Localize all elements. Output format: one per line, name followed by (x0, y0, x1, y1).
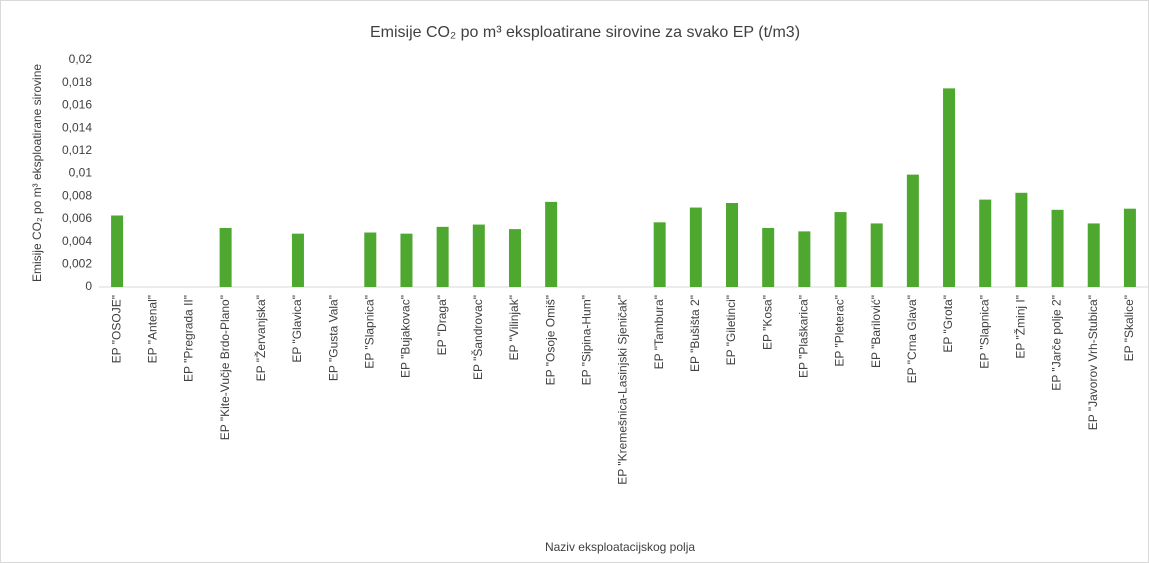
bar (726, 203, 739, 287)
x-tick-label: EP "Grota" (941, 295, 955, 353)
bar (111, 215, 124, 287)
bar (798, 231, 811, 287)
bar (870, 223, 883, 287)
x-tick-label: EP "Kremešnica-Lasinjski Sjeničak" (616, 295, 630, 485)
x-tick-label: EP "Pleterac" (833, 295, 847, 367)
x-tick-label: EP "Slapnica" (362, 295, 376, 369)
x-tick-label: EP "Žervanjska" (253, 295, 268, 381)
y-axis-label: Emisije CO₂ po m³ eksploatirane sirovine (30, 64, 44, 282)
x-tick-label: EP "OSOJE" (109, 295, 123, 363)
x-tick-label: EP "Pregrada II" (182, 295, 196, 382)
x-tick-label: EP "Plaškarica" (797, 295, 811, 378)
x-tick-label: EP "Tambura" (652, 295, 666, 369)
y-tick-label: 0,02 (69, 52, 93, 66)
bar (1087, 223, 1100, 287)
y-tick-label: 0,018 (62, 75, 92, 89)
x-tick-label: EP "Giletinci" (724, 295, 738, 365)
y-tick-label: 0,006 (62, 211, 92, 225)
bar (1015, 192, 1028, 287)
bar (653, 222, 666, 287)
bar (219, 227, 232, 287)
bar (436, 226, 449, 287)
x-tick-label: EP "Slapnica" (977, 295, 991, 369)
bar (1123, 208, 1136, 287)
x-tick-label: EP "Žminj I" (1013, 295, 1028, 359)
x-tick-label: EP "Kite-Vučje Brdo-Plano" (218, 295, 232, 440)
bar (943, 88, 956, 287)
x-tick-label: EP "Glavica" (290, 295, 304, 363)
bar (545, 201, 558, 287)
x-axis-label: Naziv eksploatacijskog polja (545, 540, 695, 554)
bar (762, 227, 775, 287)
bar (364, 232, 377, 287)
bar (979, 199, 992, 287)
x-tick-label: EP "Gusta Vala" (326, 295, 340, 381)
x-tick-label: EP "Crna Glava" (905, 295, 919, 383)
y-tick-label: 0,008 (62, 188, 92, 202)
y-tick-label: 0,016 (62, 98, 92, 112)
bar (291, 233, 304, 287)
y-tick-label: 0,002 (62, 256, 92, 270)
x-tick-label: EP "Osoje Omiš" (543, 295, 557, 385)
x-tick-label: EP "Vilinjak" (507, 295, 521, 360)
x-tick-label: EP "Kosa" (760, 295, 774, 350)
bar (834, 212, 847, 287)
bar (508, 229, 521, 287)
x-tick-label: EP "Skalice" (1122, 295, 1136, 361)
bar (1051, 209, 1064, 287)
y-tick-label: 0 (85, 279, 92, 293)
y-tick-label: 0,014 (62, 120, 92, 134)
x-tick-label: EP "Draga" (435, 295, 449, 355)
x-tick-label: EP "Javorov Vrh-Stubica" (1086, 295, 1100, 430)
bar (400, 233, 413, 287)
x-tick-label: EP "Sipina-Hum" (579, 295, 593, 385)
x-tick-label: EP "Bujakovac" (399, 295, 413, 378)
chart-title: Emisije CO₂ po m³ eksploatirane sirovine… (370, 24, 800, 41)
y-tick-label: 0,01 (69, 166, 93, 180)
x-tick-label: EP "Šandrovac" (470, 295, 485, 380)
y-tick-label: 0,004 (62, 234, 92, 248)
bar (906, 174, 919, 287)
x-tick-label: EP "Antenal" (145, 295, 159, 363)
x-tick-label: EP "Barilović" (869, 295, 883, 368)
x-tick-label: EP "Jarče polje 2" (1050, 295, 1064, 391)
y-tick-label: 0,012 (62, 143, 92, 157)
bar (689, 207, 702, 287)
bar (472, 224, 485, 287)
x-tick-label: EP "Bušišta 2" (688, 295, 702, 372)
